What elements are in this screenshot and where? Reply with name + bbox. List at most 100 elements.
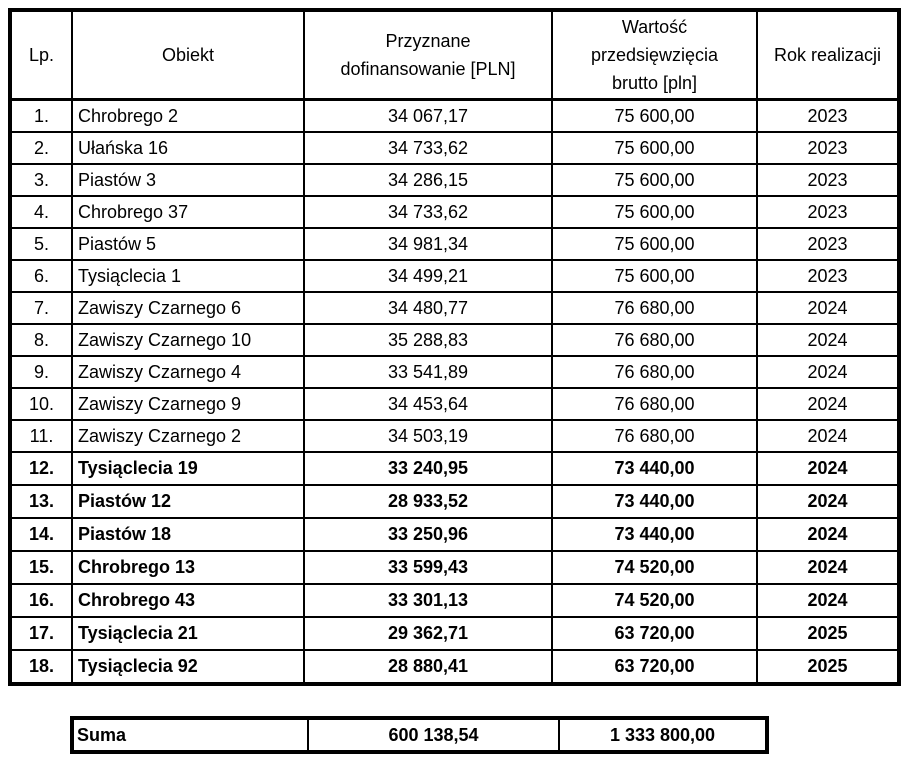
summary-dofinansowanie: 600 138,54 [307, 717, 560, 753]
cell-wartosc: 63 720,00 [551, 649, 758, 685]
cell-wartosc: 76 680,00 [551, 387, 758, 421]
cell-obiekt: Piastów 5 [71, 227, 305, 261]
table-row: 6. Tysiąclecia 1 34 499,21 75 600,00 2023 [9, 259, 900, 293]
cell-wartosc: 76 680,00 [551, 291, 758, 325]
cell-wartosc: 73 440,00 [551, 517, 758, 552]
cell-rok: 2025 [756, 616, 900, 651]
table-row: 2. Ułańska 16 34 733,62 75 600,00 2023 [9, 131, 900, 165]
cell-dofinansowanie: 34 067,17 [303, 98, 553, 133]
table-row: 1. Chrobrego 2 34 067,17 75 600,00 2023 [9, 98, 900, 133]
table-row: 4. Chrobrego 37 34 733,62 75 600,00 2023 [9, 195, 900, 229]
cell-lp: 17. [9, 616, 73, 651]
funding-table: Lp. Obiekt Przyznane dofinansowanie [PLN… [8, 8, 901, 686]
cell-lp: 5. [9, 227, 73, 261]
cell-dofinansowanie: 34 981,34 [303, 227, 553, 261]
cell-dofinansowanie: 28 880,41 [303, 649, 553, 685]
cell-obiekt: Tysiąclecia 92 [71, 649, 305, 685]
cell-obiekt: Tysiąclecia 19 [71, 451, 305, 486]
table-row: 15. Chrobrego 13 33 599,43 74 520,00 2024 [9, 550, 900, 585]
cell-lp: 12. [9, 451, 73, 486]
cell-dofinansowanie: 33 240,95 [303, 451, 553, 486]
summary-row: Suma 600 138,54 1 333 800,00 [71, 717, 768, 753]
table-row: 9. Zawiszy Czarnego 4 33 541,89 76 680,00 20… [9, 355, 900, 389]
cell-lp: 15. [9, 550, 73, 585]
cell-lp: 9. [9, 355, 73, 389]
table-row: 11. Zawiszy Czarnego 2 34 503,19 76 680,00 2… [9, 419, 900, 453]
cell-obiekt: Chrobrego 37 [71, 195, 305, 229]
cell-obiekt: Zawiszy Czarnego 4 [71, 355, 305, 389]
col-header-rok: Rok realizacji [756, 9, 900, 101]
cell-rok: 2024 [756, 323, 900, 357]
cell-rok: 2024 [756, 550, 900, 585]
cell-obiekt: Piastów 3 [71, 163, 305, 197]
cell-rok: 2023 [756, 98, 900, 133]
cell-rok: 2023 [756, 195, 900, 229]
col-header-wartosc: Wartość przedsięwzięcia brutto [pln] [551, 9, 758, 101]
cell-dofinansowanie: 34 503,19 [303, 419, 553, 453]
cell-lp: 16. [9, 583, 73, 618]
summary-label: Suma [71, 717, 309, 753]
cell-rok: 2024 [756, 387, 900, 421]
cell-lp: 10. [9, 387, 73, 421]
table-row: 17. Tysiąclecia 21 29 362,71 63 720,00 2025 [9, 616, 900, 651]
cell-rok: 2023 [756, 163, 900, 197]
cell-dofinansowanie: 34 286,15 [303, 163, 553, 197]
cell-obiekt: Chrobrego 2 [71, 98, 305, 133]
table-row: 10. Zawiszy Czarnego 9 34 453,64 76 680,00 2… [9, 387, 900, 421]
summary-wartosc: 1 333 800,00 [558, 717, 768, 753]
table-row: 13. Piastów 12 28 933,52 73 440,00 2024 [9, 484, 900, 519]
cell-lp: 4. [9, 195, 73, 229]
cell-obiekt: Ułańska 16 [71, 131, 305, 165]
cell-obiekt: Chrobrego 43 [71, 583, 305, 618]
table-row: 3. Piastów 3 34 286,15 75 600,00 2023 [9, 163, 900, 197]
summary-table: Suma 600 138,54 1 333 800,00 [70, 716, 769, 754]
table-row: 18. Tysiąclecia 92 28 880,41 63 720,00 2025 [9, 649, 900, 685]
table-row: 12. Tysiąclecia 19 33 240,95 73 440,00 2024 [9, 451, 900, 486]
cell-lp: 13. [9, 484, 73, 519]
cell-wartosc: 63 720,00 [551, 616, 758, 651]
cell-dofinansowanie: 34 733,62 [303, 195, 553, 229]
header-row: Lp. Obiekt Przyznane dofinansowanie [PLN… [9, 9, 900, 101]
col-header-lp: Lp. [9, 9, 73, 101]
cell-lp: 3. [9, 163, 73, 197]
cell-dofinansowanie: 34 733,62 [303, 131, 553, 165]
cell-lp: 11. [9, 419, 73, 453]
col-header-dofinansowanie: Przyznane dofinansowanie [PLN] [303, 9, 553, 101]
cell-rok: 2023 [756, 131, 900, 165]
cell-dofinansowanie: 34 480,77 [303, 291, 553, 325]
cell-obiekt: Zawiszy Czarnego 6 [71, 291, 305, 325]
table-body: 1. Chrobrego 2 34 067,17 75 600,00 2023 2. Uła… [9, 98, 900, 685]
cell-rok: 2024 [756, 583, 900, 618]
cell-dofinansowanie: 35 288,83 [303, 323, 553, 357]
cell-wartosc: 73 440,00 [551, 451, 758, 486]
cell-dofinansowanie: 33 541,89 [303, 355, 553, 389]
table-row: 8. Zawiszy Czarnego 10 35 288,83 76 680,00 2… [9, 323, 900, 357]
table-row: 7. Zawiszy Czarnego 6 34 480,77 76 680,00 20… [9, 291, 900, 325]
col-header-obiekt: Obiekt [71, 9, 305, 101]
cell-dofinansowanie: 34 453,64 [303, 387, 553, 421]
cell-obiekt: Chrobrego 13 [71, 550, 305, 585]
cell-dofinansowanie: 33 599,43 [303, 550, 553, 585]
cell-rok: 2024 [756, 355, 900, 389]
cell-rok: 2024 [756, 484, 900, 519]
cell-dofinansowanie: 28 933,52 [303, 484, 553, 519]
cell-obiekt: Zawiszy Czarnego 9 [71, 387, 305, 421]
cell-obiekt: Tysiąclecia 1 [71, 259, 305, 293]
cell-wartosc: 76 680,00 [551, 419, 758, 453]
cell-obiekt: Piastów 18 [71, 517, 305, 552]
cell-wartosc: 75 600,00 [551, 195, 758, 229]
cell-lp: 8. [9, 323, 73, 357]
cell-lp: 18. [9, 649, 73, 685]
cell-lp: 7. [9, 291, 73, 325]
cell-wartosc: 76 680,00 [551, 355, 758, 389]
cell-lp: 2. [9, 131, 73, 165]
cell-lp: 6. [9, 259, 73, 293]
cell-dofinansowanie: 34 499,21 [303, 259, 553, 293]
cell-wartosc: 75 600,00 [551, 163, 758, 197]
cell-obiekt: Piastów 12 [71, 484, 305, 519]
cell-rok: 2025 [756, 649, 900, 685]
table-row: 5. Piastów 5 34 981,34 75 600,00 2023 [9, 227, 900, 261]
cell-rok: 2024 [756, 517, 900, 552]
cell-wartosc: 76 680,00 [551, 323, 758, 357]
cell-lp: 1. [9, 98, 73, 133]
